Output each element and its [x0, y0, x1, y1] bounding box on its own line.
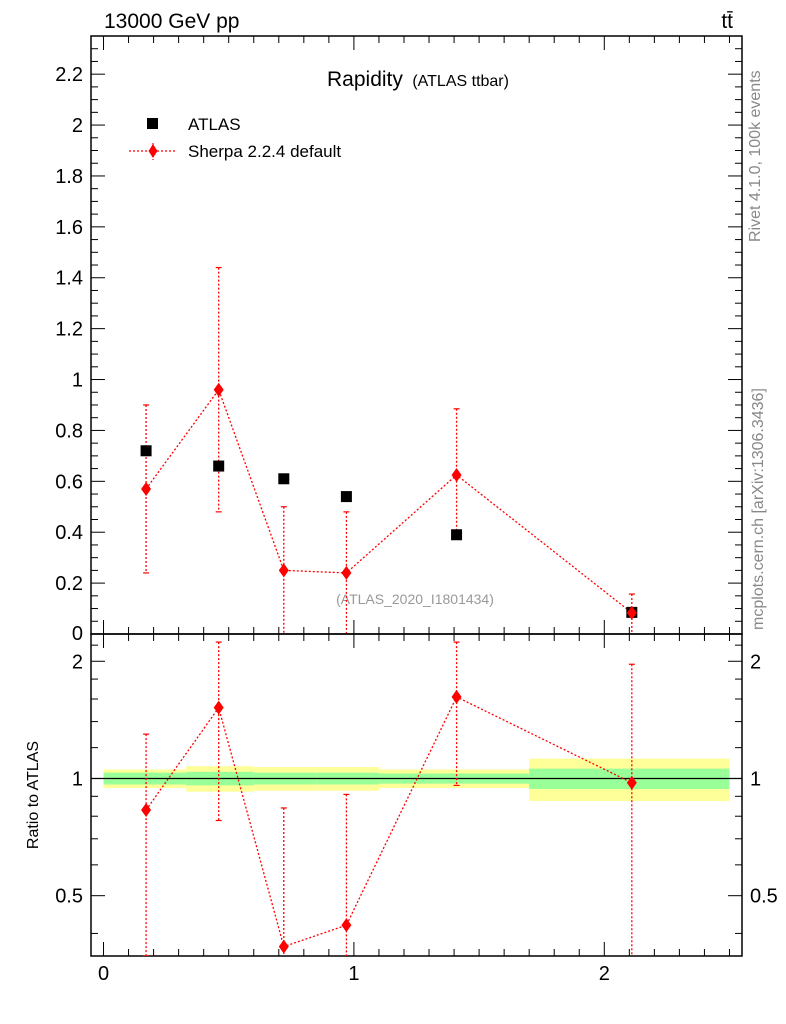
atlas-point	[140, 445, 152, 457]
ratio-y-tick-label-left: 1	[72, 768, 83, 790]
ratio-sherpa-point	[626, 775, 637, 790]
legend-entry-atlas: ATLAS	[147, 115, 241, 134]
y-tick-label: 1.2	[55, 319, 83, 341]
ratio-sherpa-point	[341, 918, 352, 933]
ratio-y-tick-label-right: 1	[750, 768, 761, 790]
ratio-y-tick-label-left: 2	[72, 651, 83, 673]
sherpa-point	[341, 565, 352, 580]
sherpa-point	[278, 563, 289, 578]
chart-title: Rapidity (ATLAS ttbar)	[327, 68, 509, 91]
atlas-point	[213, 460, 225, 472]
ratio-sherpa-line	[145, 696, 633, 948]
legend: ATLAS Sherpa 2.2.4 default	[129, 115, 341, 161]
y-tick-label: 2.2	[55, 64, 83, 86]
sherpa-point	[141, 481, 152, 496]
x-tick-label: 1	[348, 963, 359, 985]
rivet-version-label: Rivet 4.1.0, 100k events	[747, 70, 764, 242]
y-tick-label: 0.4	[55, 522, 83, 544]
ratio-plot-frame	[90, 633, 743, 957]
y-tick-label: 2	[72, 115, 83, 137]
y-tick-label-zero: 0	[72, 623, 83, 645]
ratio-y-axis-label: Ratio to ATLAS	[25, 741, 42, 849]
main-series-layer	[140, 266, 638, 634]
energy-label: 13000 GeV pp	[104, 10, 239, 33]
x-tick-label: 0	[98, 963, 109, 985]
ratio-panel: Ratio to ATLAS 0 1 2 0.5 0.5 1 1 2 2	[25, 633, 778, 985]
ratio-y-tick-label-right: 2	[750, 651, 761, 673]
analysis-watermark: (ATLAS_2020_I1801434)	[336, 591, 494, 607]
atlas-point	[278, 473, 290, 485]
y-tick-label: 0.8	[55, 420, 83, 442]
legend-label-atlas: ATLAS	[188, 115, 241, 134]
process-label: tt̄	[721, 10, 733, 33]
y-tick-label: 1.4	[55, 268, 83, 290]
chart-title-main: Rapidity	[327, 68, 403, 91]
ratio-sherpa-point	[213, 700, 224, 715]
ratio-y-tick-label-left: 0.5	[55, 886, 83, 908]
mcplots-label: mcplots.cern.ch [arXiv:1306.3436]	[750, 388, 767, 630]
legend-marker-atlas	[147, 118, 158, 129]
y-tick-label: 1.6	[55, 217, 83, 239]
sherpa-point	[451, 467, 462, 482]
ratio-sherpa-point	[141, 802, 152, 817]
legend-marker-sherpa	[148, 144, 158, 158]
main-panel: Rapidity (ATLAS ttbar) (ATLAS_2020_I1801…	[55, 35, 743, 645]
ratio-series-layer	[141, 641, 637, 956]
atlas-point	[451, 529, 463, 541]
y-tick-label: 1.8	[55, 166, 83, 188]
atlas-point	[340, 491, 352, 503]
y-tick-label: 0.6	[55, 471, 83, 493]
x-tick-label: 2	[599, 963, 610, 985]
y-tick-label: 0.2	[55, 573, 83, 595]
sherpa-point	[626, 605, 637, 620]
legend-entry-sherpa: Sherpa 2.2.4 default	[129, 142, 341, 161]
sherpa-point	[213, 382, 224, 397]
chart-title-sub: (ATLAS ttbar)	[412, 73, 509, 90]
ratio-sherpa-point	[278, 939, 289, 954]
legend-label-sherpa: Sherpa 2.2.4 default	[188, 142, 341, 161]
ratio-y-tick-label-right: 0.5	[750, 886, 778, 908]
ratio-sherpa-point	[451, 689, 462, 704]
y-tick-label: 1	[72, 370, 83, 392]
